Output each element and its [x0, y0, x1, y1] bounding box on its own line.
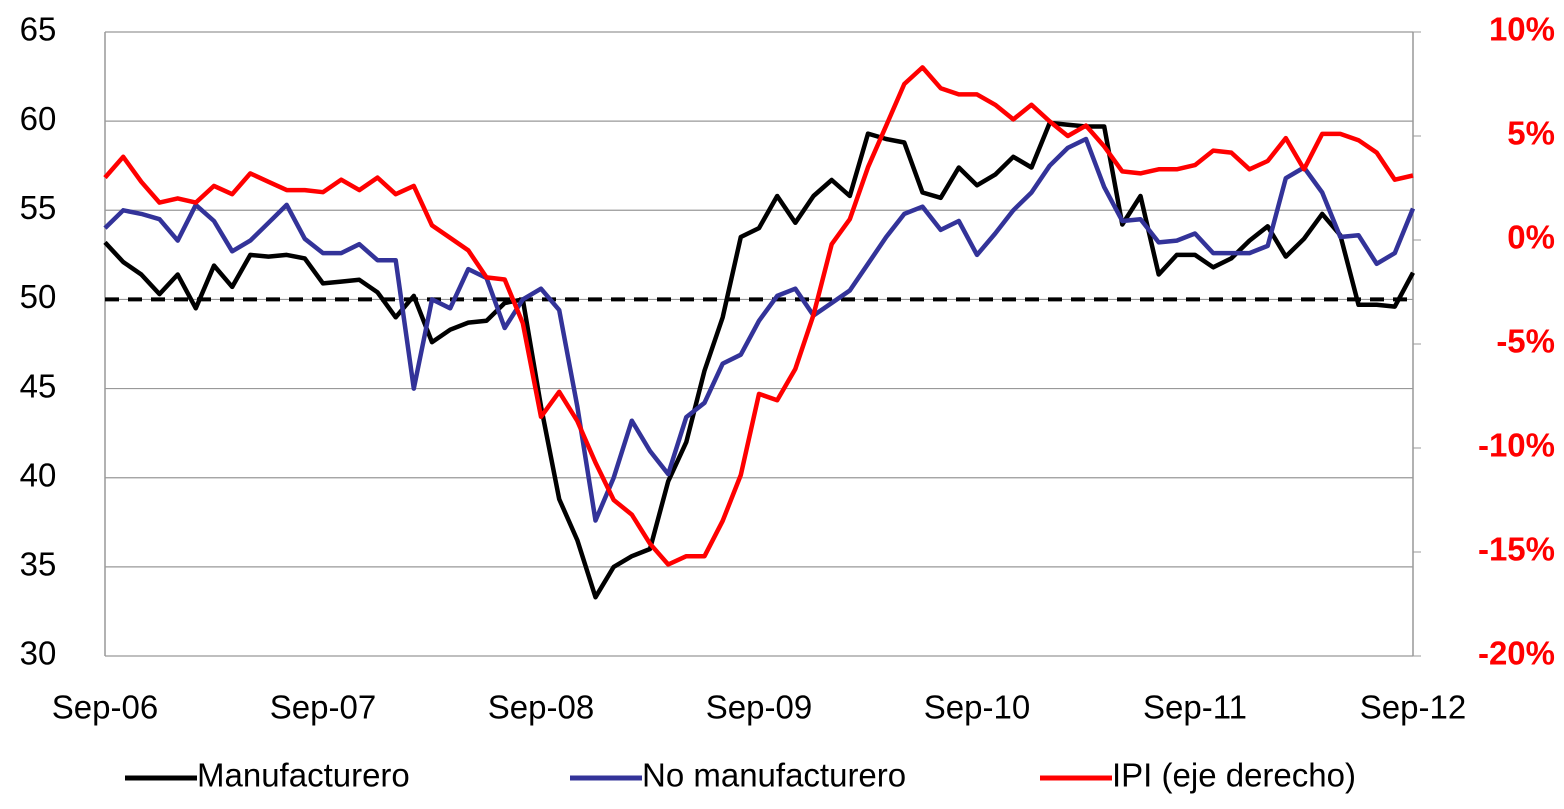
series-line [103, 136, 1416, 523]
x-tick-label: Sep-12 [1360, 689, 1466, 726]
y2-tick-label: 0% [1507, 219, 1555, 256]
series-line [103, 65, 1414, 567]
y-tick-label: 30 [20, 635, 57, 672]
x-tick-label: Sep-07 [270, 689, 376, 726]
y2-tick-label: 10% [1489, 11, 1555, 48]
y-tick-label: 40 [20, 456, 57, 493]
y-tick-label: 45 [20, 367, 57, 404]
y-tick-label: 35 [20, 546, 57, 583]
x-tick-label: Sep-08 [488, 689, 594, 726]
y2-tick-label: -10% [1478, 427, 1555, 464]
y-tick-label: 65 [20, 11, 57, 48]
y-tick-label: 55 [20, 189, 57, 226]
y2-tick-label: -5% [1496, 323, 1555, 360]
series-line [103, 120, 1415, 600]
y2-tick-label: -15% [1478, 531, 1555, 568]
x-tick-label: Sep-11 [1143, 689, 1247, 726]
legend-label: No manufacturero [642, 757, 906, 794]
legend-label: Manufacturero [197, 757, 410, 794]
y2-tick-label: 5% [1507, 115, 1555, 152]
y2-tick-label: -20% [1478, 635, 1555, 672]
y-tick-label: 50 [20, 278, 57, 315]
x-tick-label: Sep-06 [52, 689, 158, 726]
y-tick-label: 60 [20, 100, 57, 137]
x-tick-label: Sep-10 [924, 689, 1030, 726]
legend-label: IPI (eje derecho) [1112, 757, 1356, 794]
x-tick-label: Sep-09 [706, 689, 812, 726]
